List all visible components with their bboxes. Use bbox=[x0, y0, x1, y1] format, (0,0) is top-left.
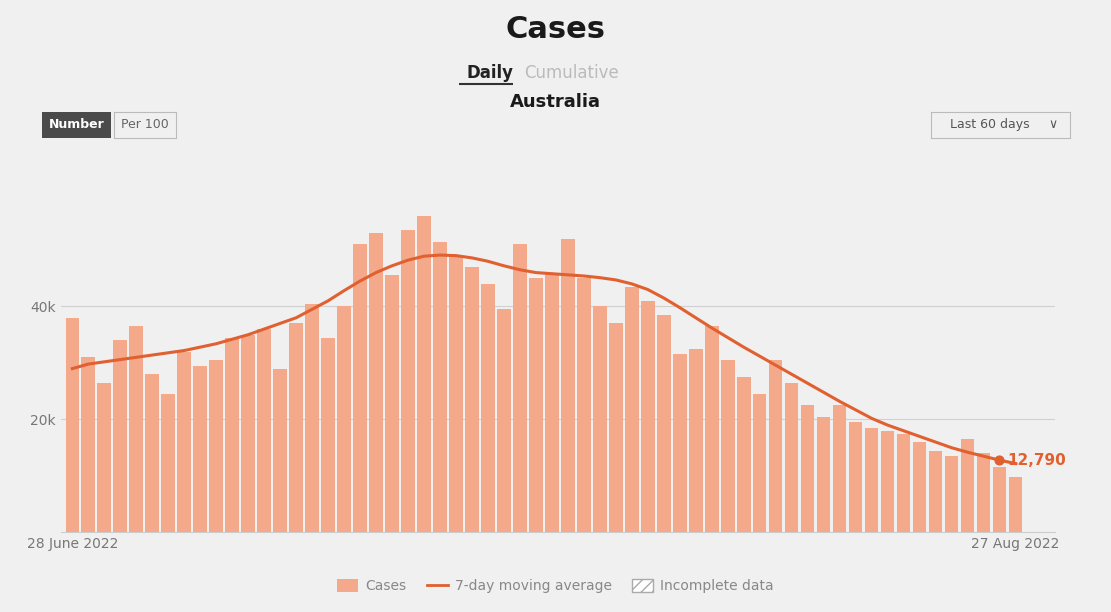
Bar bbox=[641, 301, 654, 532]
Legend: Cases, 7-day moving average, Incomplete data: Cases, 7-day moving average, Incomplete … bbox=[331, 574, 780, 599]
Bar bbox=[753, 394, 767, 532]
Bar bbox=[784, 382, 799, 532]
Bar bbox=[833, 405, 847, 532]
Bar bbox=[737, 377, 751, 532]
Bar bbox=[338, 307, 351, 532]
Bar bbox=[289, 323, 303, 532]
Text: Cases: Cases bbox=[506, 15, 605, 44]
Bar bbox=[913, 442, 927, 532]
Bar bbox=[418, 216, 431, 532]
Bar bbox=[881, 431, 894, 532]
Bar bbox=[273, 368, 287, 532]
Bar bbox=[944, 456, 959, 532]
Bar bbox=[481, 284, 494, 532]
Bar bbox=[689, 349, 702, 532]
Bar bbox=[81, 357, 96, 532]
Bar bbox=[433, 242, 447, 532]
Bar bbox=[561, 239, 574, 532]
Bar bbox=[721, 360, 734, 532]
Bar bbox=[993, 468, 1007, 532]
Bar bbox=[513, 244, 527, 532]
Bar bbox=[449, 256, 463, 532]
Bar bbox=[897, 433, 910, 532]
Bar bbox=[864, 428, 879, 532]
Bar bbox=[609, 323, 622, 532]
Bar bbox=[178, 352, 191, 532]
Bar bbox=[817, 417, 830, 532]
Bar bbox=[241, 335, 254, 532]
Bar bbox=[209, 360, 223, 532]
Text: Per 100: Per 100 bbox=[121, 118, 169, 132]
Bar bbox=[546, 272, 559, 532]
Bar bbox=[497, 309, 511, 532]
Bar bbox=[705, 326, 719, 532]
Bar bbox=[977, 453, 990, 532]
Bar bbox=[577, 278, 591, 532]
Text: ∨: ∨ bbox=[1049, 118, 1058, 132]
Bar bbox=[66, 318, 79, 532]
Text: Cumulative: Cumulative bbox=[524, 64, 619, 82]
Bar bbox=[113, 340, 127, 532]
Bar bbox=[98, 382, 111, 532]
Text: Daily: Daily bbox=[467, 64, 513, 82]
Bar bbox=[369, 233, 383, 532]
Bar bbox=[529, 278, 542, 532]
Bar bbox=[657, 315, 671, 532]
Bar bbox=[321, 338, 334, 532]
Bar bbox=[226, 338, 239, 532]
Bar bbox=[625, 286, 639, 532]
Bar bbox=[386, 275, 399, 532]
Bar bbox=[961, 439, 974, 532]
Bar bbox=[769, 360, 782, 532]
Bar bbox=[466, 267, 479, 532]
Text: 12,790: 12,790 bbox=[1008, 453, 1067, 468]
Bar bbox=[353, 244, 367, 532]
Bar bbox=[146, 375, 159, 532]
Bar bbox=[673, 354, 687, 532]
Text: Number: Number bbox=[49, 118, 104, 132]
Text: Australia: Australia bbox=[510, 93, 601, 111]
Bar bbox=[258, 329, 271, 532]
Bar bbox=[801, 405, 814, 532]
Bar bbox=[401, 230, 414, 532]
Bar bbox=[1009, 477, 1022, 532]
Bar bbox=[130, 326, 143, 532]
Bar bbox=[161, 394, 176, 532]
Point bbox=[991, 455, 1009, 465]
Text: Last 60 days: Last 60 days bbox=[950, 118, 1029, 132]
Bar bbox=[929, 450, 942, 532]
Bar bbox=[849, 422, 862, 532]
Bar bbox=[593, 307, 607, 532]
Bar bbox=[193, 366, 207, 532]
Bar bbox=[306, 304, 319, 532]
